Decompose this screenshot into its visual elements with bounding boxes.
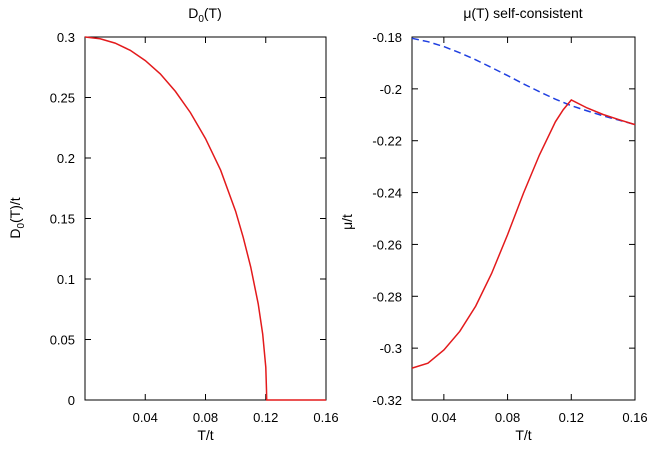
chart-title: D0(T)	[188, 5, 222, 25]
title-subscript: 0	[198, 14, 204, 25]
x-axis-label: T/t	[197, 427, 213, 443]
y-tick-label: -0.28	[372, 289, 402, 304]
x-tick-label: 0.12	[253, 410, 278, 425]
solid-series-line	[84, 36, 326, 401]
x-tick-label: 0.08	[495, 410, 520, 425]
y-tick-label: -0.26	[372, 237, 402, 252]
x-tick-label: 0.16	[622, 410, 647, 425]
plot-frame	[411, 36, 636, 401]
title-base: D	[188, 5, 198, 21]
dashed-series-line	[411, 37, 636, 126]
y-tick-label: 0.25	[50, 91, 75, 106]
x-axis-label: T/t	[515, 427, 531, 443]
y-tick-label: -0.24	[372, 186, 402, 201]
y-tick-label: 0.3	[57, 30, 75, 45]
y-tick-label: 0.2	[57, 151, 75, 166]
chart-left-d0: 0.04 0.08 0.12 0.1600.050.10.150.20.250.3D0…	[7, 5, 339, 443]
y-axis-label: μ/t	[339, 214, 355, 230]
x-tick-label: 0.12	[559, 410, 584, 425]
y-tick-label: -0.22	[372, 134, 402, 149]
ylabel-rest: (T)/t	[7, 197, 23, 223]
chart-title: μ(T) self-consistent	[463, 5, 582, 21]
x-tick-label: 0.08	[193, 410, 218, 425]
y-tick-label: 0.1	[57, 272, 75, 287]
y-tick-label: -0.32	[372, 393, 402, 408]
x-tick-label: 0.16	[313, 410, 338, 425]
y-tick-label: 0.15	[50, 212, 75, 227]
y-axis-label: D0(T)/t	[7, 197, 27, 238]
x-tick-label: 0.04	[133, 410, 158, 425]
title-rest: (T)	[204, 5, 222, 21]
plot-frame	[84, 36, 327, 401]
y-tick-label: -0.2	[380, 82, 402, 97]
solid-series-line	[411, 99, 636, 369]
x-tick-label: 0.04	[431, 410, 456, 425]
ylabel-subscript: 0	[16, 223, 27, 229]
ylabel-base: D	[7, 229, 23, 239]
y-tick-label: -0.3	[380, 341, 402, 356]
y-tick-label: 0.05	[50, 333, 75, 348]
y-tick-label: 0	[68, 393, 75, 408]
y-tick-label: -0.18	[372, 30, 402, 45]
chart-right-mu: 0.04 0.08 0.12 0.16 -0.32 -0.3 -0.28 -0.26 -0.24…	[339, 5, 648, 443]
